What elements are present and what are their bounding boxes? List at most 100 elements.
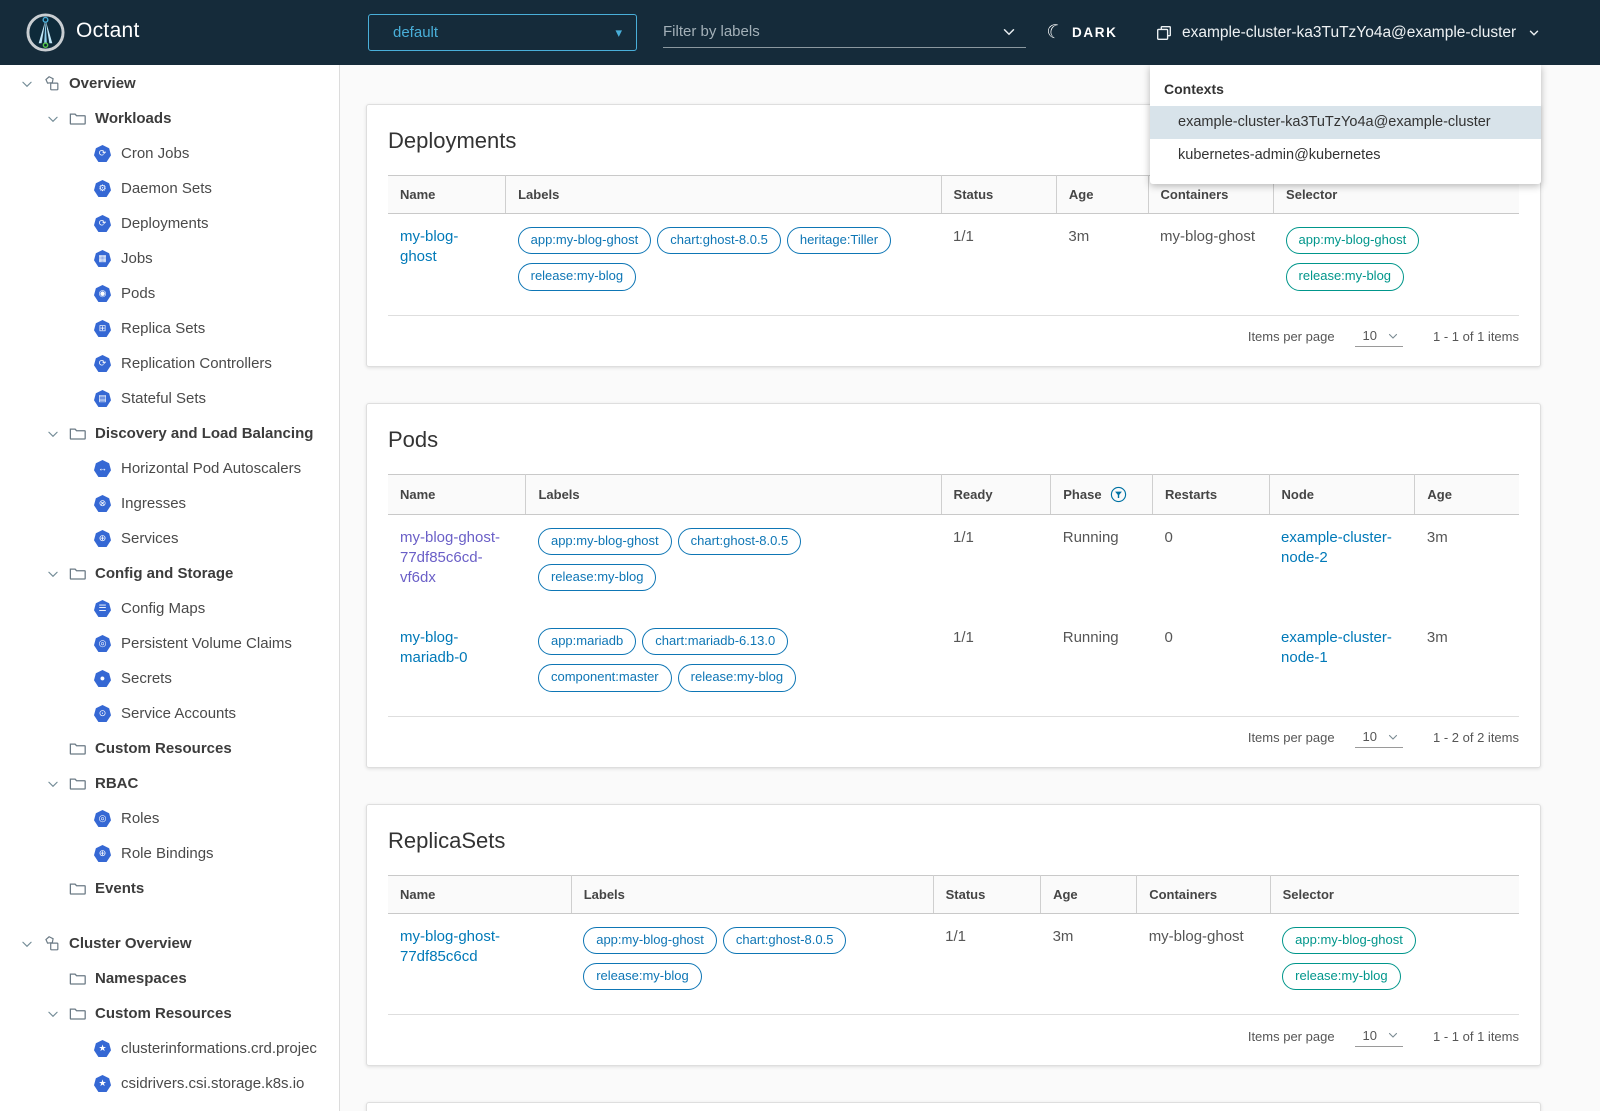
cell-name: my-blog-ghost-77df85c6cd-vf6dx <box>388 514 526 615</box>
page-size-select[interactable]: 10 <box>1354 1026 1404 1047</box>
column-header-label: Ready <box>953 486 993 502</box>
sidebar-item-csidrivers-csi-storage-k8s-io[interactable]: ★ csidrivers.csi.storage.k8s.io <box>0 1066 339 1101</box>
sidebar-item-namespaces[interactable]: Namespaces <box>0 961 339 996</box>
sidebar-item-daemon-sets[interactable]: ⚙ Daemon Sets <box>0 171 339 206</box>
sidebar-item-persistent-volume-claims[interactable]: ◎ Persistent Volume Claims <box>0 626 339 661</box>
main-content: Overview DeploymentsNameLabelsStatusAgeC… <box>341 0 1600 1111</box>
column-header-label: Status <box>953 187 994 202</box>
sidebar-item-role-bindings[interactable]: ⊕ Role Bindings <box>0 836 339 871</box>
sidebar-item-services[interactable]: ⊕ Services <box>0 521 339 556</box>
roles-icon: ◎ <box>94 810 121 827</box>
column-header-status: Status <box>933 874 1042 914</box>
sidebar-item-ingresses[interactable]: ⊗ Ingresses <box>0 486 339 521</box>
name-link[interactable]: my-blog-ghost <box>400 228 459 266</box>
chevron-down-icon[interactable] <box>38 112 68 126</box>
sidebar-item-config-and-storage[interactable]: Config and Storage <box>0 556 339 591</box>
config-maps-icon: ☰ <box>94 600 121 617</box>
name-link[interactable]: my-blog-ghost-77df85c6cd-vf6dx <box>400 528 501 587</box>
secrets-icon: ● <box>94 670 121 687</box>
namespace-select[interactable]: default ▾ <box>368 14 637 51</box>
sidebar-nav: Overview Workloads ⟳ Cron Jobs ⚙ Daemon Sets ⟳… <box>0 66 339 1101</box>
jobs-icon: ▦ <box>94 250 121 267</box>
sidebar-item-roles[interactable]: ◎ Roles <box>0 801 339 836</box>
sidebar-item-discovery-and-load-balancing[interactable]: Discovery and Load Balancing <box>0 416 339 451</box>
sidebar-item-label: Config and Storage <box>95 565 234 582</box>
sidebar-item-label: Cron Jobs <box>121 145 190 162</box>
items-per-page-label: Items per page <box>1247 329 1335 344</box>
sidebar-item-horizontal-pod-autoscalers[interactable]: ↔ Horizontal Pod Autoscalers <box>0 451 339 486</box>
sidebar-item-workloads[interactable]: Workloads <box>0 101 339 136</box>
chevron-down-icon[interactable] <box>38 777 68 791</box>
sidebar-item-rbac[interactable]: RBAC <box>0 766 339 801</box>
column-header-labels: Labels <box>525 473 942 515</box>
page-size-select[interactable]: 10 <box>1354 727 1404 748</box>
sidebar-item-label: Workloads <box>95 110 172 127</box>
filter-chevron-down-icon[interactable] <box>1000 23 1018 41</box>
column-header-label: Status <box>945 886 986 902</box>
node-link[interactable]: example-cluster-node-1 <box>1281 629 1392 667</box>
app-title: Octant <box>76 19 140 42</box>
label-pill: release:my-blog <box>677 664 797 692</box>
sidebar-item-replica-sets[interactable]: ⊞ Replica Sets <box>0 311 339 346</box>
sidebar-item-events[interactable]: Events <box>0 871 339 906</box>
sidebar-item-pods[interactable]: ◉ Pods <box>0 276 339 311</box>
sidebar-item-secrets[interactable]: ● Secrets <box>0 661 339 696</box>
role-bindings-icon: ⊕ <box>94 845 121 862</box>
cell-text: 0 <box>1164 629 1173 646</box>
theme-toggle[interactable]: ☾ DARK <box>1044 0 1117 65</box>
persistent-volume-claims-icon: ◎ <box>94 635 121 652</box>
sidebar-item-overview[interactable]: Overview <box>0 66 339 101</box>
sidebar-item-stateful-sets[interactable]: ▤ Stateful Sets <box>0 381 339 416</box>
app-header: Octant default ▾ ☾ DARK example-cluster-… <box>0 0 1600 65</box>
items-per-page-label: Items per page <box>1247 730 1335 745</box>
folder-icon <box>68 739 95 758</box>
column-header-age: Age <box>1056 175 1149 214</box>
chevron-down-icon[interactable] <box>38 427 68 441</box>
context-option-example-cluster-ka3tutzyo4a-example-cluster[interactable]: example-cluster-ka3TuTzYo4a@example-clus… <box>1150 106 1541 139</box>
chevron-down-icon[interactable] <box>38 567 68 581</box>
context-option-kubernetes-admin-kubernetes[interactable]: kubernetes-admin@kubernetes <box>1178 147 1381 163</box>
chevron-down-icon[interactable] <box>12 77 42 91</box>
folder-icon <box>68 564 95 583</box>
sidebar-item-jobs[interactable]: ▦ Jobs <box>0 241 339 276</box>
sidebar-item-cron-jobs[interactable]: ⟳ Cron Jobs <box>0 136 339 171</box>
chevron-down-icon[interactable] <box>38 1007 68 1021</box>
column-header-containers: Containers <box>1136 874 1271 914</box>
replication-controllers-icon: ⟳ <box>94 355 121 372</box>
namespace-caret-icon: ▾ <box>615 24 622 40</box>
name-link[interactable]: my-blog-ghost-77df85c6cd <box>400 927 501 965</box>
column-header-selector: Selector <box>1270 874 1519 914</box>
table-row: my-blog-mariadb-0 app:mariadb chart:mariad… <box>388 615 1519 716</box>
sidebar-item-label: Secrets <box>121 670 172 687</box>
name-link[interactable]: my-blog-mariadb-0 <box>400 629 468 667</box>
sidebar-item-label: Horizontal Pod Autoscalers <box>121 460 302 477</box>
label-filter-input[interactable] <box>663 23 1000 40</box>
context-selector[interactable]: example-cluster-ka3TuTzYo4a@example-clus… <box>1155 0 1541 65</box>
column-header-label: Labels <box>583 886 625 902</box>
sidebar-item-service-accounts[interactable]: ⊙ Service Accounts <box>0 696 339 731</box>
sidebar-item-custom-resources[interactable]: Custom Resources <box>0 731 339 766</box>
sidebar-item-custom-resources[interactable]: Custom Resources <box>0 996 339 1031</box>
filter-funnel-icon[interactable] <box>1110 486 1127 503</box>
cell-text: Running <box>1062 629 1119 646</box>
sidebar-item-config-maps[interactable]: ☰ Config Maps <box>0 591 339 626</box>
column-header-status: Status <box>941 175 1057 214</box>
node-link[interactable]: example-cluster-node-2 <box>1281 528 1392 566</box>
cell-text: 3m <box>1426 528 1448 546</box>
custom-resource-icon: ★ <box>94 1075 121 1092</box>
cell-containers: my-blog-ghost <box>1148 214 1274 315</box>
sidebar-item-label: Discovery and Load Balancing <box>95 425 314 442</box>
sidebar-item-replication-controllers[interactable]: ⟳ Replication Controllers <box>0 346 339 381</box>
label-pill: release:my-blog <box>583 962 702 990</box>
column-header-phase: Phase <box>1050 473 1154 515</box>
sidebar-item-clusterinformations-crd-projec[interactable]: ★ clusterinformations.crd.projec <box>0 1031 339 1066</box>
horizontal-pod-autoscalers-icon: ↔ <box>94 460 121 477</box>
sidebar-item-deployments[interactable]: ⟳ Deployments <box>0 206 339 241</box>
label-pill: heritage:Tiller <box>786 227 892 255</box>
cell-text: 0 <box>1164 528 1173 546</box>
page-size-select[interactable]: 10 <box>1354 326 1404 347</box>
sidebar-item-cluster-overview[interactable]: Cluster Overview <box>0 926 339 961</box>
cell-text: 3m <box>1068 228 1090 245</box>
stateful-sets-icon: ▤ <box>94 390 121 407</box>
chevron-down-icon[interactable] <box>12 937 42 951</box>
